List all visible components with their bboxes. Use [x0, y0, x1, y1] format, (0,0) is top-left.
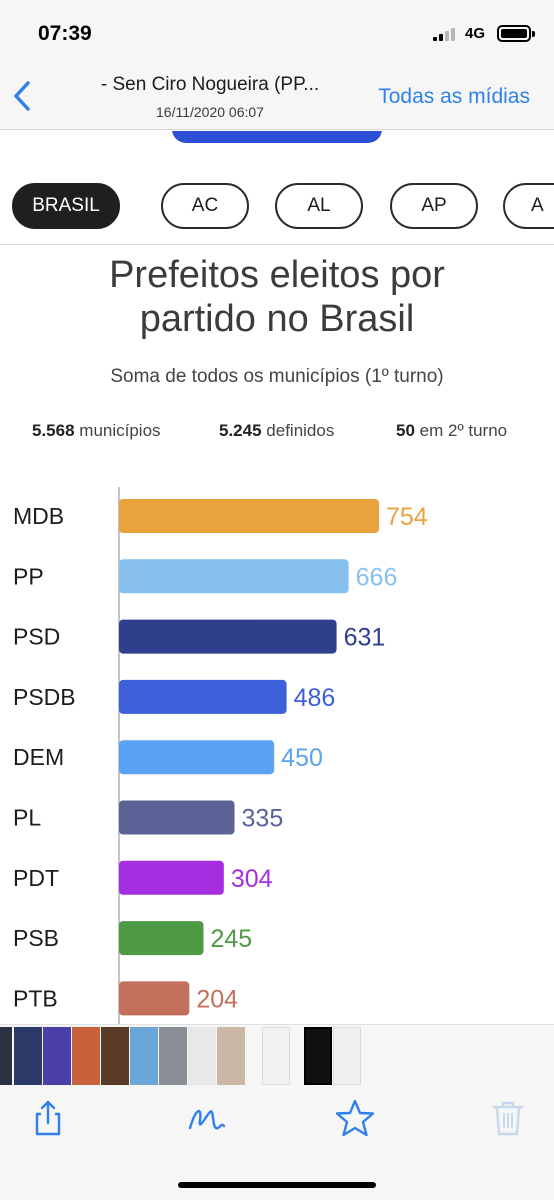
nav-title: - Sen Ciro Nogueira (PP... — [100, 74, 320, 95]
thumbnail-strip — [0, 1024, 554, 1086]
bar-label-ptb: PTB — [13, 985, 58, 1011]
bar-value-psdb: 486 — [294, 684, 336, 712]
thumbnail[interactable] — [43, 1027, 71, 1085]
stat-municipios-value: 5.568 — [32, 421, 75, 440]
bar-pl — [119, 800, 235, 835]
stat-segundo-value: 50 — [396, 421, 415, 440]
bar-label-psb: PSB — [13, 925, 59, 951]
signal-strength-icon — [433, 27, 459, 41]
bar-label-mdb: MDB — [13, 503, 64, 529]
bar-psdb — [119, 679, 287, 714]
favorite-button[interactable] — [335, 1098, 375, 1138]
partial-blue-button — [172, 131, 382, 143]
stat-municipios-label: municípios — [79, 421, 161, 440]
home-indicator — [178, 1182, 376, 1188]
bar-value-ptb: 204 — [196, 985, 238, 1013]
media-content: BRASIL AC AL AP A Prefeitos eleitos por … — [0, 131, 554, 1024]
thumbnail[interactable] — [188, 1027, 216, 1085]
all-media-button[interactable]: Todas as mídias — [378, 85, 530, 108]
thumbnail[interactable] — [14, 1027, 42, 1085]
chart-title-line-1: Prefeitos eleitos por — [109, 254, 445, 296]
chevron-left-icon — [14, 81, 30, 111]
bar-value-pdt: 304 — [231, 865, 273, 893]
markup-button[interactable] — [186, 1098, 226, 1138]
share-icon — [35, 1100, 61, 1136]
bar-pdt — [119, 860, 224, 895]
bar-label-psdb: PSDB — [13, 684, 76, 710]
stat-municipios: 5.568 municípios — [32, 421, 161, 441]
bar-label-pdt: PDT — [13, 865, 59, 891]
stat-segundo-turno: 50 em 2º turno — [396, 421, 507, 441]
markup-icon — [188, 1109, 226, 1130]
filter-chip-ac[interactable]: AC — [161, 183, 249, 229]
bar-chart: MDB 754 PP 666 PSD 631 PSDB 486 DEM 450 PL 335 PDT 30… — [13, 487, 428, 1024]
filter-chip-ap[interactable]: AP — [390, 183, 478, 229]
filter-chip-brasil[interactable]: BRASIL — [12, 183, 120, 229]
back-button[interactable] — [8, 78, 40, 114]
thumbnail[interactable] — [217, 1027, 245, 1085]
bar-dem — [119, 740, 275, 775]
bar-psd — [119, 619, 337, 654]
filter-chip-al[interactable]: AL — [275, 183, 363, 229]
bar-psb — [119, 921, 204, 956]
filter-chip-a[interactable]: A — [503, 183, 554, 229]
status-time: 07:39 — [38, 22, 92, 45]
bottom-toolbar — [0, 1086, 554, 1200]
bar-label-dem: DEM — [13, 744, 64, 770]
thumbnail[interactable] — [0, 1027, 12, 1085]
bar-value-mdb: 754 — [386, 503, 428, 531]
stats-row: 5.568 municípios 5.245 definidos 50 em 2… — [0, 421, 554, 445]
delete-button[interactable] — [488, 1098, 528, 1138]
thumbnail[interactable] — [333, 1027, 361, 1085]
bar-pp — [119, 559, 349, 594]
chart-title: Prefeitos eleitos por partido no Brasil — [0, 253, 554, 341]
stat-segundo-label: em 2º turno — [419, 421, 508, 440]
bar-value-pl: 335 — [242, 805, 284, 833]
thumbnail[interactable] — [72, 1027, 100, 1085]
thumbnail[interactable] — [159, 1027, 187, 1085]
status-bar: 07:39 4G — [0, 0, 554, 64]
thumbnail-selected[interactable] — [304, 1027, 332, 1085]
bar-label-pp: PP — [13, 563, 44, 589]
bar-ptb — [119, 981, 190, 1016]
thumbnail[interactable] — [101, 1027, 129, 1085]
share-button[interactable] — [28, 1098, 68, 1138]
chart-subtitle: Soma de todos os municípios (1º turno) — [110, 366, 444, 387]
state-filter-row: BRASIL AC AL AP A — [12, 183, 554, 229]
battery-icon — [497, 25, 535, 42]
network-type: 4G — [465, 25, 486, 42]
nav-subtitle: 16/11/2020 06:07 — [156, 104, 264, 120]
navigation-bar: - Sen Ciro Nogueira (PP... 16/11/2020 06… — [0, 64, 554, 130]
chart-title-line-2: partido no Brasil — [139, 298, 415, 340]
bar-label-pl: PL — [13, 805, 41, 831]
trash-icon — [492, 1101, 524, 1136]
stat-definidos-label: definidos — [266, 421, 335, 440]
bar-value-pp: 666 — [356, 563, 398, 591]
bar-value-dem: 450 — [281, 744, 323, 772]
stat-definidos: 5.245 definidos — [219, 421, 334, 441]
divider — [0, 244, 554, 245]
thumbnail[interactable] — [262, 1027, 290, 1085]
thumbnail[interactable] — [130, 1027, 158, 1085]
bar-value-psd: 631 — [344, 624, 386, 652]
bar-label-psd: PSD — [13, 624, 60, 650]
bar-mdb — [119, 499, 379, 533]
bar-value-psb: 245 — [210, 925, 252, 953]
favorite-star-icon — [335, 1099, 375, 1137]
stat-definidos-value: 5.245 — [219, 421, 262, 440]
